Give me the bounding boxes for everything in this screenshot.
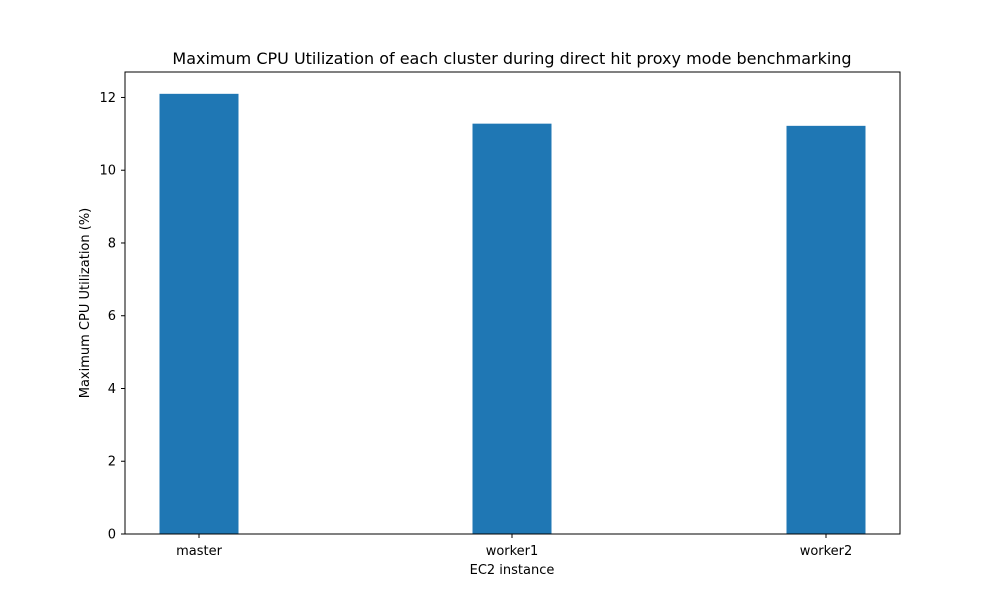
y-axis-label: Maximum CPU Utilization (%): [78, 208, 93, 399]
plot-frame: [124, 71, 901, 535]
y-tick-label-6: 6: [108, 309, 116, 324]
bar-worker2: [786, 125, 866, 535]
x-tick-label-worker2: worker2: [800, 544, 853, 559]
bar-worker1: [472, 123, 552, 535]
x-tick-label-master: master: [176, 544, 222, 559]
y-tick-label-4: 4: [108, 382, 116, 397]
y-tick-label-10: 10: [99, 164, 116, 179]
y-tick-label-8: 8: [108, 236, 116, 251]
chart-title: Maximum CPU Utilization of each cluster …: [172, 49, 851, 68]
y-tick-label-12: 12: [99, 91, 116, 106]
plot-area: master worker1 worker2 0 2 4 6 8 10 12: [99, 91, 866, 559]
y-tick-label-2: 2: [108, 455, 116, 470]
x-tick-label-worker1: worker1: [486, 544, 539, 559]
x-axis-label: EC2 instance: [470, 563, 555, 578]
y-tick-label-0: 0: [108, 528, 116, 543]
bar-master: [159, 93, 239, 534]
